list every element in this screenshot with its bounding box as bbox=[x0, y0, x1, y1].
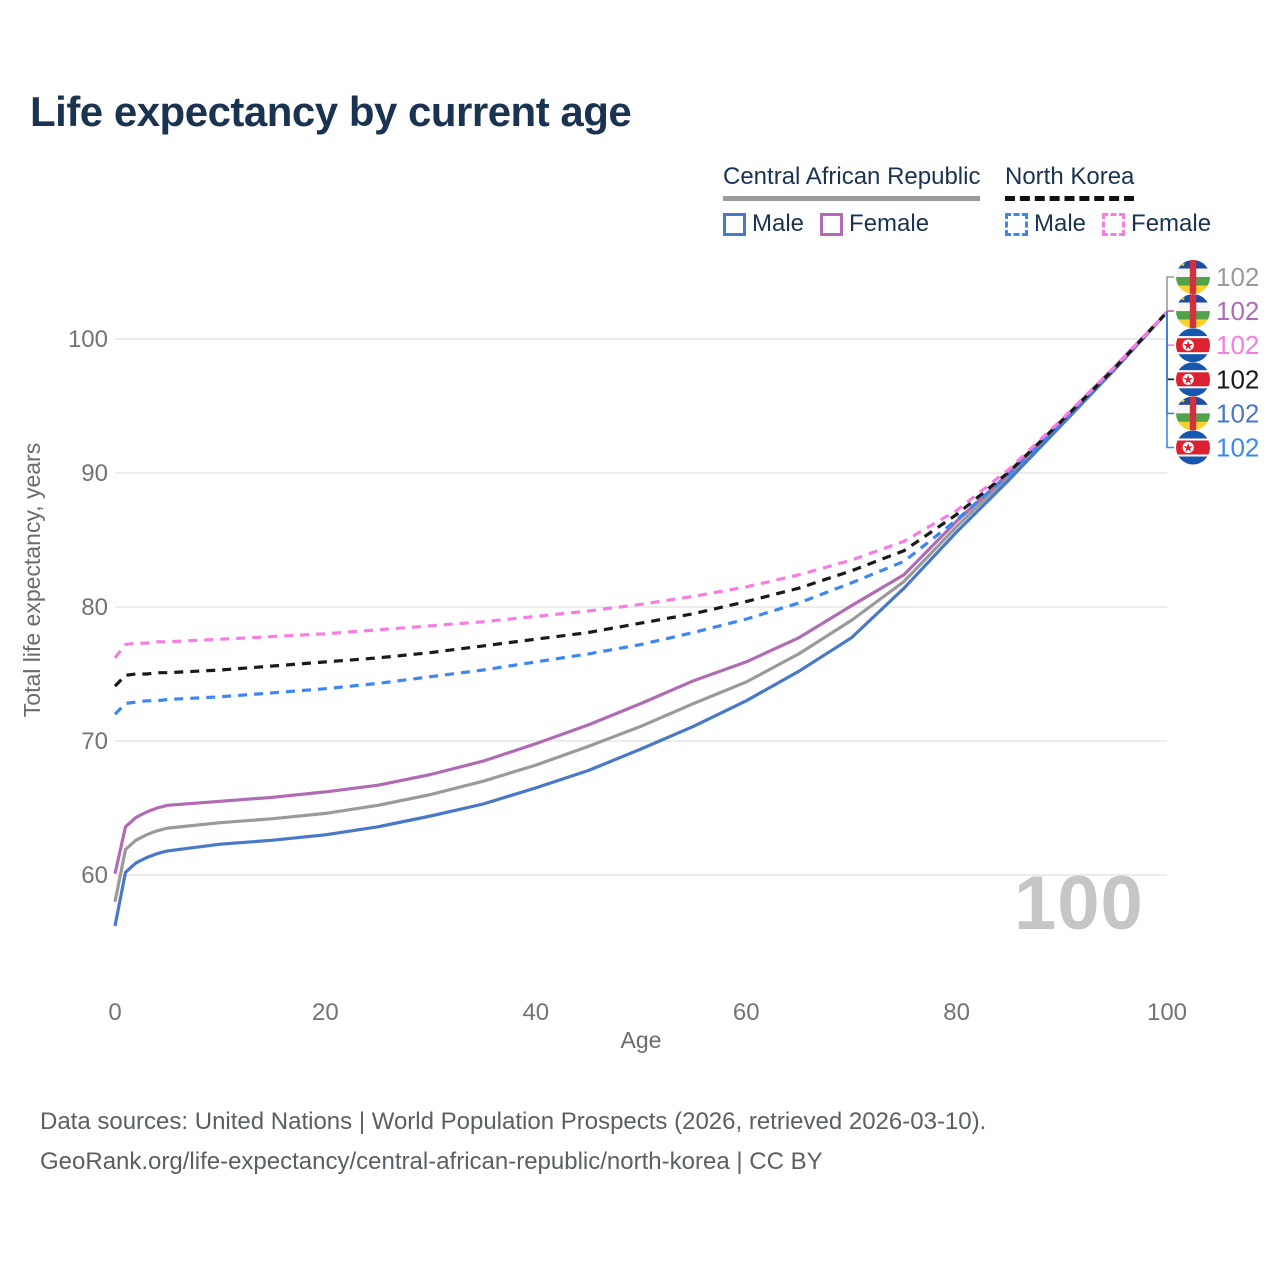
car-flag-icon bbox=[1176, 294, 1210, 328]
page-title: Life expectancy by current age bbox=[30, 88, 632, 135]
series-line-car_female[interactable] bbox=[113, 311, 1169, 875]
legend-group-north-korea: North Korea Male Female bbox=[1005, 163, 1227, 238]
legend-item-label: Male bbox=[1034, 210, 1087, 237]
y-tick-label: 100 bbox=[68, 326, 108, 353]
end-label-value: 102 bbox=[1216, 262, 1259, 292]
end-labels: 102 102 102 102 102 102 bbox=[1166, 260, 1259, 465]
y-axis-title: Total life expectancy, years bbox=[19, 443, 45, 717]
y-tick-label: 60 bbox=[81, 862, 108, 889]
legend-item-car-male: Male bbox=[723, 210, 804, 238]
series-line-nk_female[interactable] bbox=[113, 311, 1169, 659]
nk-male-swatch-icon bbox=[1005, 212, 1028, 236]
legend-item-label: Female bbox=[1131, 210, 1212, 237]
x-tick-label: 20 bbox=[312, 999, 339, 1026]
y-tick-label: 80 bbox=[81, 594, 108, 621]
car-male-swatch-icon bbox=[723, 212, 746, 236]
legend-item-label: Female bbox=[849, 210, 930, 237]
car-flag-icon bbox=[1176, 396, 1210, 430]
end-label-connector bbox=[1166, 312, 1174, 346]
car-flag-icon bbox=[1176, 260, 1210, 294]
gridlines bbox=[115, 338, 1167, 876]
legend-group-central-african-republic: Central African Republic Male Female bbox=[723, 163, 981, 238]
car-female-swatch-icon bbox=[820, 212, 844, 236]
x-tick-label: 100 bbox=[1147, 999, 1187, 1026]
legend-item-car-female: Female bbox=[820, 210, 929, 238]
nk-flag-icon bbox=[1176, 328, 1210, 362]
end-label-value: 102 bbox=[1216, 296, 1259, 326]
end-label-value: 102 bbox=[1216, 433, 1259, 463]
axis-labels: 60 70 80 90 100 0 20 40 60 80 100 Age Total life exp… bbox=[19, 326, 1187, 1053]
legend-item-nk-male: Male bbox=[1005, 210, 1086, 238]
end-label-connector bbox=[1166, 310, 1174, 313]
end-label-connector bbox=[1166, 276, 1174, 313]
series-lines bbox=[113, 311, 1169, 927]
legend-country-label: Central African Republic bbox=[723, 163, 981, 201]
end-label-connector bbox=[1166, 312, 1174, 449]
life-expectancy-chart: 60 70 80 90 100 0 20 40 60 80 100 Age Total life exp… bbox=[19, 0, 1259, 1053]
series-line-car_male[interactable] bbox=[113, 311, 1169, 927]
nk-female-swatch-icon bbox=[1102, 212, 1126, 236]
end-label-value: 102 bbox=[1216, 364, 1259, 394]
legend-item-label: Male bbox=[752, 210, 805, 237]
legend-country-label: North Korea bbox=[1005, 163, 1135, 201]
attribution-link-line: GeoRank.org/life-expectancy/central-afri… bbox=[40, 1148, 823, 1175]
current-age-watermark: 100 bbox=[1014, 861, 1144, 946]
legend-item-nk-female: Female bbox=[1102, 210, 1211, 238]
end-label-connector bbox=[1166, 312, 1174, 415]
series-line-car_both[interactable] bbox=[113, 311, 1169, 903]
series-line-nk_male[interactable] bbox=[113, 311, 1169, 716]
x-axis-title: Age bbox=[621, 1027, 662, 1053]
x-tick-label: 0 bbox=[108, 999, 121, 1026]
y-tick-label: 90 bbox=[81, 460, 108, 487]
x-tick-label: 80 bbox=[943, 999, 970, 1026]
x-tick-label: 40 bbox=[522, 999, 549, 1026]
x-tick-label: 60 bbox=[733, 999, 760, 1026]
nk-flag-icon bbox=[1176, 362, 1210, 396]
end-label-value: 102 bbox=[1216, 330, 1259, 360]
data-sources-line: Data sources: United Nations | World Pop… bbox=[40, 1108, 987, 1135]
y-tick-label: 70 bbox=[81, 728, 108, 755]
nk-flag-icon bbox=[1176, 431, 1210, 465]
end-label-value: 102 bbox=[1216, 398, 1259, 428]
series-line-nk_both[interactable] bbox=[113, 311, 1169, 688]
